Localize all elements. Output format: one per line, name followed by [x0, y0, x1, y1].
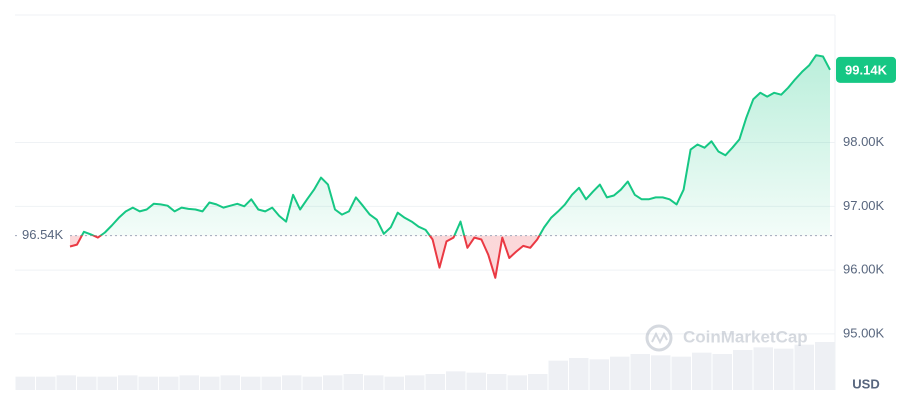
y-tick-label: 96.00K	[843, 262, 885, 277]
volume-bar	[569, 358, 589, 390]
volume-bar	[753, 347, 773, 390]
volume-bar	[343, 374, 363, 390]
volume-bar	[589, 359, 609, 390]
volume-bar	[77, 376, 97, 390]
volume-bar	[671, 356, 691, 390]
volume-bar	[507, 375, 527, 390]
currency-label: USD	[852, 376, 879, 391]
volume-bar	[200, 376, 220, 390]
price-line	[69, 54, 831, 279]
volume-bar	[364, 375, 384, 390]
volume-bar	[692, 352, 712, 390]
volume-bar	[241, 376, 261, 390]
volume-bar	[282, 375, 302, 390]
baseline-label: 96.54K	[22, 227, 64, 242]
y-tick-label: 98.00K	[843, 134, 885, 149]
y-tick-label: 97.00K	[843, 198, 885, 213]
volume-bar	[425, 374, 445, 390]
volume-bar	[651, 355, 671, 390]
volume-bar	[15, 376, 35, 390]
watermark: CoinMarketCap	[645, 324, 808, 352]
volume-bar	[487, 374, 507, 390]
volume-bar	[794, 344, 814, 390]
volume-bar	[405, 375, 425, 390]
volume-bar	[261, 376, 281, 390]
volume-bar	[97, 376, 117, 390]
volume-bar	[733, 350, 753, 390]
volume-bar	[220, 375, 240, 390]
baseline-label-bg	[18, 226, 70, 245]
volume-bar	[138, 376, 158, 390]
volume-bar	[528, 374, 548, 390]
volume-bar	[774, 348, 794, 390]
volume-bar	[323, 375, 343, 390]
volume-bar	[630, 354, 650, 390]
watermark-text: CoinMarketCap	[683, 327, 808, 346]
volume-bar	[302, 376, 322, 390]
volume-bar	[36, 376, 56, 390]
volume-bar	[179, 375, 199, 390]
volume-bar	[610, 356, 630, 390]
volume-bar	[159, 376, 179, 390]
volume-bar	[466, 372, 486, 390]
current-price-badge	[836, 56, 896, 83]
volume-bar	[712, 354, 732, 390]
volume-bar	[548, 360, 568, 390]
area	[70, 55, 830, 278]
volume-bar	[446, 371, 466, 390]
volume-bar	[815, 342, 835, 390]
y-tick-label: 95.00K	[843, 325, 885, 340]
volume-bar	[118, 375, 138, 390]
current-price-label: 99.14K	[845, 62, 888, 77]
volume-bar	[56, 375, 76, 390]
volume-bar	[384, 376, 404, 390]
